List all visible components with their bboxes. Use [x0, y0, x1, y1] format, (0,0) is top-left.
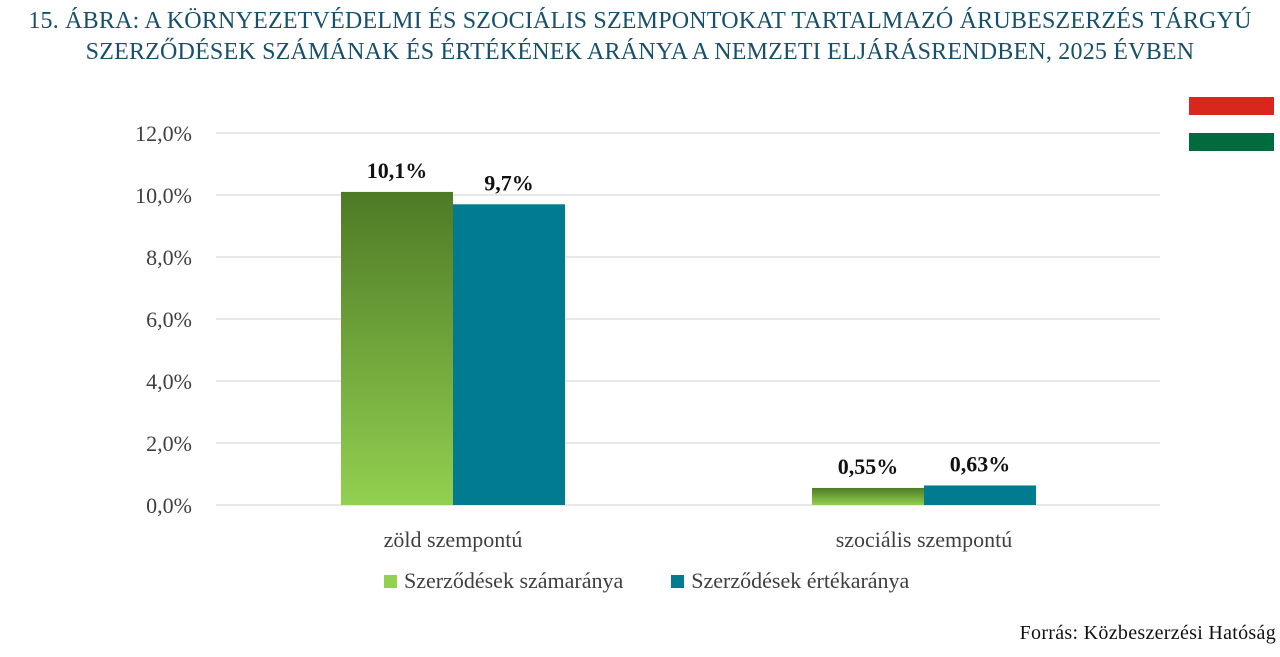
bar-chart: 0,0% 2,0% 4,0% 6,0% 8,0% 10,0% 12,0% 10,1% 9,7%…: [135, 121, 1160, 552]
bar-count-share: [812, 487, 924, 505]
legend-label-count-share: Szerződések számaránya: [404, 568, 624, 593]
category-label: szociális szempontú: [836, 527, 1013, 552]
legend-item-value-share: Szerződések értékaránya: [671, 568, 909, 594]
legend-label-value-share: Szerződések értékaránya: [691, 568, 910, 593]
data-label: 0,55%: [838, 454, 899, 479]
source-note: Forrás: Közbeszerzési Hatóság: [1019, 622, 1276, 644]
chart-title: 15. ÁBRA: A KÖRNYEZETVÉDELMI ÉS SZOCIÁLI…: [28, 8, 1252, 65]
y-tick-label: 2,0%: [146, 431, 192, 456]
flag-red-band: [1189, 97, 1274, 115]
bars: [341, 191, 1036, 506]
y-tick-label: 4,0%: [146, 369, 192, 394]
flag-white-band: [1189, 115, 1274, 133]
bar-count-share: [341, 191, 453, 505]
y-axis-tick-labels: 0,0% 2,0% 4,0% 6,0% 8,0% 10,0% 12,0%: [135, 121, 192, 518]
category-labels: zöld szempontú szociális szempontú: [384, 527, 1013, 552]
y-tick-label: 0,0%: [146, 493, 192, 518]
y-tick-label: 10,0%: [135, 183, 192, 208]
flag-green-band: [1189, 133, 1274, 151]
data-label: 0,63%: [950, 451, 1011, 476]
category-label: zöld szempontú: [384, 527, 523, 552]
y-tick-label: 6,0%: [146, 307, 192, 332]
y-tick-label: 8,0%: [146, 245, 192, 270]
data-labels: 10,1% 9,7% 0,55% 0,63%: [367, 158, 1011, 479]
data-label: 9,7%: [484, 170, 534, 195]
hungarian-flag-icon: [1189, 97, 1274, 151]
bar-value-share: [924, 485, 1036, 505]
y-tick-label: 12,0%: [135, 121, 192, 146]
data-label: 10,1%: [367, 158, 428, 183]
legend-swatch-value-share: [671, 574, 685, 588]
legend-swatch-count-share: [384, 574, 397, 588]
legend: Szerződések számaránya Szerződések érték…: [384, 568, 957, 594]
legend-item-count-share: Szerződések számaránya: [384, 568, 623, 594]
bar-value-share: [453, 204, 565, 506]
